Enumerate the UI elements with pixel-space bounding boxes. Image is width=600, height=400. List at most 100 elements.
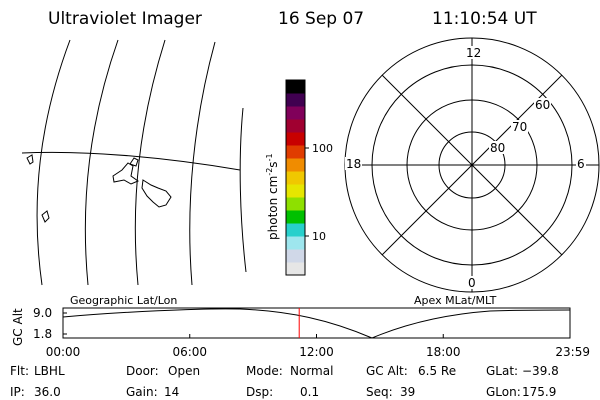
gcalt-label: GC Alt: bbox=[366, 364, 408, 378]
longitude-line bbox=[36, 39, 71, 286]
ip-label: IP: bbox=[10, 385, 25, 399]
xtick-label: 06:00 bbox=[172, 345, 207, 359]
seq-value: 39 bbox=[400, 385, 415, 399]
polar-labels: 12 0 18 6 60 70 80 bbox=[345, 46, 586, 290]
colorbar-unit-s: s bbox=[266, 161, 280, 167]
door-label: Door: bbox=[126, 364, 159, 378]
xtick-label: 00:00 bbox=[46, 345, 81, 359]
colorbar-unit-text: photon cm bbox=[266, 176, 280, 240]
colorbar: 100 10 photon cm-2s-1 bbox=[265, 79, 333, 276]
colorbar-unit-label: photon cm-2s-1 bbox=[265, 153, 280, 240]
colorbar-swatch bbox=[286, 249, 305, 263]
status-glon: GLon:175.9 bbox=[486, 385, 556, 399]
mode-label: Mode: bbox=[246, 364, 283, 378]
seq-label: Seq: bbox=[366, 385, 393, 399]
glat-label: GLat: bbox=[486, 364, 518, 378]
status-ip: IP: 36.0 bbox=[10, 385, 61, 399]
altitude-ylabel: GC Alt bbox=[11, 308, 25, 346]
colorbar-tick-label: 100 bbox=[312, 142, 333, 155]
status-mode: Mode: Normal bbox=[246, 364, 333, 378]
polar-label-bg bbox=[511, 120, 528, 133]
coastline bbox=[41, 210, 50, 223]
header-date: 16 Sep 07 bbox=[278, 9, 364, 29]
xtick-label: 12:00 bbox=[299, 345, 334, 359]
xtick-label: 23:59 bbox=[555, 345, 590, 359]
colorbar-swatch bbox=[286, 262, 305, 276]
glat-value: −39.8 bbox=[522, 364, 559, 378]
latitude-line bbox=[21, 151, 241, 171]
glon-value: 175.9 bbox=[522, 385, 556, 399]
altitude-curve bbox=[62, 308, 571, 339]
coastline bbox=[141, 179, 172, 208]
polar-label-bg bbox=[465, 46, 481, 59]
colorbar-swatch bbox=[286, 106, 305, 120]
status-glat: GLat: −39.8 bbox=[486, 364, 559, 378]
gain-value: 14 bbox=[164, 385, 179, 399]
geographic-panel-label: Geographic Lat/Lon bbox=[70, 294, 177, 307]
altitude-plot: 9.0 1.8 GC Alt 00:00 06:00 12:00 18:00 23:59 bbox=[11, 306, 590, 359]
coastline bbox=[112, 162, 140, 185]
colorbar-swatch bbox=[286, 197, 305, 211]
dsp-value: 0.1 bbox=[300, 385, 319, 399]
longitude-line bbox=[84, 39, 119, 286]
colorbar-swatch bbox=[286, 158, 305, 172]
mlat-label-60: 60 bbox=[535, 98, 550, 112]
mode-value: Normal bbox=[290, 364, 333, 378]
status-filter: Flt: LBHL bbox=[10, 364, 65, 378]
colorbar-swatch bbox=[286, 236, 305, 250]
door-value: Open bbox=[168, 364, 200, 378]
status-panel: Flt: LBHL IP: 36.0 Door: Open Gain: 14 Mode:… bbox=[10, 364, 559, 399]
altitude-xticks: 00:00 06:00 12:00 18:00 23:59 bbox=[46, 334, 590, 359]
polar-plot bbox=[344, 37, 600, 293]
mlt-label-12: 12 bbox=[466, 46, 481, 60]
polar-label-bg bbox=[466, 276, 477, 289]
coastline bbox=[26, 154, 34, 165]
colorbar-swatch bbox=[286, 210, 305, 224]
colorbar-unit-exp1: -2 bbox=[265, 168, 274, 176]
polar-label-bg bbox=[534, 98, 551, 111]
altitude-plot-frame bbox=[62, 307, 571, 339]
header-time: 11:10:54 UT bbox=[432, 9, 537, 29]
colorbar-tick-label: 10 bbox=[312, 230, 326, 243]
colorbar-swatch bbox=[286, 80, 305, 94]
colorbar-swatch bbox=[286, 171, 305, 185]
polar-label-bg bbox=[345, 157, 362, 170]
polar-label-bg bbox=[576, 157, 586, 170]
filter-label: Flt: bbox=[10, 364, 29, 378]
colorbar-swatch bbox=[286, 184, 305, 198]
colorbar-gradient bbox=[286, 80, 305, 276]
status-gain: Gain: 14 bbox=[126, 385, 179, 399]
apex-panel-label: Apex MLat/MLT bbox=[414, 294, 497, 307]
polar-diagonal bbox=[381, 74, 563, 256]
filter-value: LBHL bbox=[34, 364, 65, 378]
mlt-label-6: 6 bbox=[577, 157, 585, 171]
ip-value: 36.0 bbox=[34, 385, 61, 399]
altitude-ytick-low: 1.8 bbox=[33, 327, 52, 341]
mlat-label-80: 80 bbox=[490, 141, 505, 155]
instrument-title: Ultraviolet Imager bbox=[48, 9, 202, 29]
colorbar-swatch bbox=[286, 145, 305, 159]
coastline bbox=[129, 157, 139, 167]
geographic-map bbox=[21, 39, 247, 286]
colorbar-unit-exp2: -1 bbox=[265, 153, 274, 161]
colorbar-swatch bbox=[286, 132, 305, 146]
colorbar-swatch bbox=[286, 93, 305, 107]
longitude-line bbox=[134, 39, 166, 286]
altitude-ytick-high: 9.0 bbox=[33, 306, 52, 320]
glon-label: GLon: bbox=[486, 385, 521, 399]
gain-label: Gain: bbox=[126, 385, 158, 399]
colorbar-swatch bbox=[286, 223, 305, 237]
gcalt-value: 6.5 Re bbox=[418, 364, 456, 378]
colorbar-frame bbox=[285, 79, 306, 276]
status-gcalt: GC Alt: 6.5 Re bbox=[366, 364, 456, 378]
mlat-label-70: 70 bbox=[512, 120, 527, 134]
longitude-line bbox=[239, 107, 247, 273]
xtick-label: 18:00 bbox=[426, 345, 461, 359]
mlt-label-0: 0 bbox=[468, 276, 476, 290]
status-dsp: Dsp: 0.1 bbox=[246, 385, 319, 399]
mlt-label-18: 18 bbox=[346, 157, 361, 171]
status-seq: Seq: 39 bbox=[366, 385, 415, 399]
colorbar-swatch bbox=[286, 119, 305, 133]
status-door: Door: Open bbox=[126, 364, 200, 378]
